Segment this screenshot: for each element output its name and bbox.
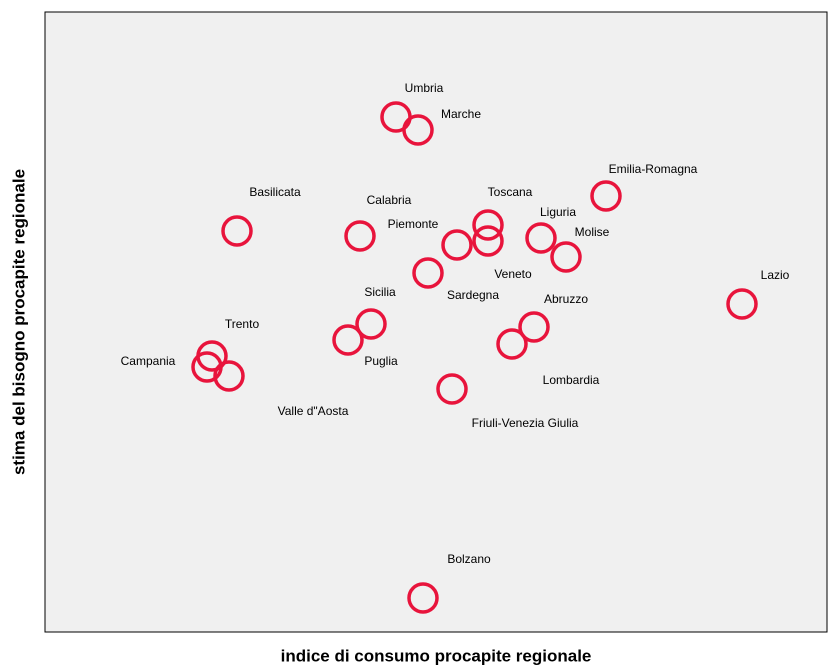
- point-label: Toscana: [488, 185, 533, 199]
- point: [550, 241, 582, 273]
- point-label: Umbria: [405, 81, 444, 95]
- point: [525, 222, 557, 254]
- point: [518, 311, 550, 343]
- point-label: Friuli-Venezia Giulia: [472, 416, 579, 430]
- point: [412, 257, 444, 289]
- point: [355, 308, 387, 340]
- point-label: Marche: [441, 107, 481, 121]
- point-label: Lazio: [761, 268, 790, 282]
- point: [436, 373, 468, 405]
- point: [213, 360, 245, 392]
- point-label: Lombardia: [543, 373, 600, 387]
- point-label: Sicilia: [364, 285, 396, 299]
- point-label: Abruzzo: [544, 292, 588, 306]
- point-label: Calabria: [367, 193, 412, 207]
- point-label: Liguria: [540, 205, 576, 219]
- x-axis-title: indice di consumo procapite regionale: [281, 646, 592, 665]
- point-label: Basilicata: [249, 185, 301, 199]
- point: [441, 229, 473, 261]
- point: [496, 328, 528, 360]
- point: [344, 220, 376, 252]
- point-label: Valle d"Aosta: [278, 404, 349, 418]
- point: [407, 582, 439, 614]
- y-axis-title: stima del bisogno procapite regionale: [9, 169, 28, 475]
- point: [472, 225, 504, 257]
- point-label: Veneto: [494, 267, 532, 281]
- point: [472, 209, 504, 241]
- point: [726, 288, 758, 320]
- plot-area: [44, 11, 828, 633]
- point-label: Trento: [225, 317, 260, 331]
- point-label: Bolzano: [447, 552, 491, 566]
- point: [332, 324, 364, 356]
- point-label: Puglia: [364, 354, 398, 368]
- point-label: Piemonte: [388, 217, 439, 231]
- point: [590, 180, 622, 212]
- point: [191, 351, 223, 383]
- point: [402, 114, 434, 146]
- point-label: Campania: [121, 354, 176, 368]
- point-label: Emilia-Romagna: [609, 162, 698, 176]
- point: [221, 215, 253, 247]
- point-label: Sardegna: [447, 288, 499, 302]
- point-label: Molise: [575, 225, 610, 239]
